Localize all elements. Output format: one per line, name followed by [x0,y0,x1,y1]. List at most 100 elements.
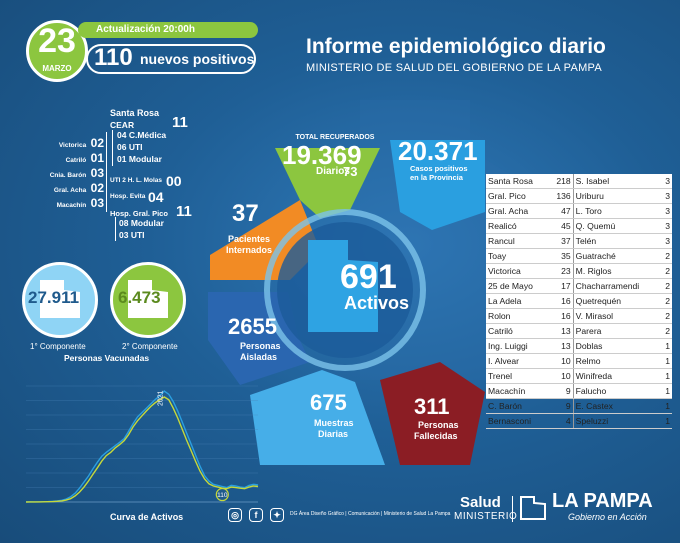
locality-name-cell: E. Castex [573,398,661,414]
locality-name-cell: Rancul [486,233,549,249]
chart-title: Curva de Activos [110,512,184,522]
aisladas-value: 2655 [228,314,277,339]
locality-count-cell: 10 [548,368,574,384]
locality-count-cell: 1 [660,413,672,429]
fallecidas-value: 311 [414,394,450,419]
internados-label-2: Internados [226,245,273,255]
la-pampa-map-icon [128,280,168,318]
locality-count-cell: 1 [660,398,672,414]
molas-label: UTI 2 H. L. Molas [110,177,163,184]
end-value-label: 110 [217,492,228,499]
pico-item-2: 03 UTI [119,230,145,240]
cear-item-3: 01 Modular [117,154,162,164]
locality-count-cell: 4 [548,413,574,429]
la-pampa-map-icon [40,280,80,318]
santa-rosa-label: Santa Rosa [110,108,160,118]
end-value-marker [215,487,229,502]
page-subtitle: MINISTERIO DE SALUD DEL GOBIERNO DE LA P… [306,62,603,74]
locality-name-cell: Doblas [573,338,661,354]
vaccine-caption: Personas Vacunadas [64,353,150,363]
locality-count-cell: 2 [660,263,672,279]
locality-name-cell: Gral. Pico [486,188,549,204]
locality-value: 03 [90,166,104,180]
locality-count-cell: 23 [548,263,574,279]
update-pill [78,22,258,38]
facebook-icon[interactable]: f [249,508,263,522]
localities-table: Santa Rosa 218 S. Isabel 3 Gral. Pico 136 Urib… [486,174,672,429]
wheel-segment-fallecidas [380,362,485,465]
divider [112,130,113,166]
locality-name: Gral. Acha [53,187,87,194]
chart-annotation: 2021 [157,390,164,406]
gobierno-label: Gobierno en Acción [568,512,647,522]
table-row: I. Alvear 10 Relmo 1 [486,353,672,369]
locality-count-cell: 13 [548,338,574,354]
locality-name-cell: L. Toro [573,203,661,219]
locality-name-cell: M. Riglos [573,263,661,279]
item-value: 08 [119,218,129,228]
locality-name: Cnia. Barón [49,172,87,179]
series-line-1 [25,390,259,503]
instagram-icon[interactable]: ◎ [228,508,242,522]
muestras-label-1: Muestras [314,418,354,428]
aisladas-label-1: Personas [240,341,281,351]
list-item: Gral. Acha 02 [34,179,104,195]
list-item: Victorica 02 [34,134,104,150]
vaccine-second-circle [110,262,186,338]
item-value: 01 [117,154,127,164]
muestras-value: 675 [310,390,347,415]
cases-label-1: Casos positivos [410,164,468,173]
recovered-value: 19.369 [282,140,362,170]
locality-name-cell: Gral. Acha [486,203,549,219]
fallecidas-label-2: Fallecidas [414,431,458,441]
date-badge [26,20,88,82]
footer-credits: DG Área Diseño Gráfico | Comunicación | … [290,511,451,517]
locality-name-cell: Chacharramendi [573,278,661,294]
table-row: La Adela 16 Quetrequén 2 [486,293,672,309]
internados-label-1: Pacientes [228,234,271,244]
locality-name-cell: Q. Quemú [573,218,661,234]
locality-count-cell: 16 [548,293,574,309]
locality-name: Macachín [56,202,87,209]
locality-count-cell: 10 [548,353,574,369]
update-time: Actualización 20:00h [96,24,195,35]
locality-name-cell: Telén [573,233,661,249]
table-row: Rancul 37 Telén 3 [486,233,672,249]
locality-name-cell: Trenel [486,368,549,384]
locality-count-cell: 1 [660,383,672,399]
locality-name-cell: Rolon [486,308,549,324]
locality-count-cell: 218 [548,174,574,189]
cear-label: CEAR [110,120,135,130]
table-row: Bernasconi 4 Speluzzi 1 [486,413,672,429]
active-curve-chart: 2021 110 [25,385,259,503]
locality-value: 02 [90,136,104,150]
table-row: Trenel 10 Winifreda 1 [486,368,672,384]
locality-count-cell: 37 [548,233,574,249]
locality-count-cell: 13 [548,323,574,339]
table-row: Santa Rosa 218 S. Isabel 3 [486,174,672,189]
locality-count-cell: 3 [660,174,672,189]
item-value: 04 [117,130,127,140]
item-label: UTI [130,230,145,240]
locality-count-cell: 136 [548,188,574,204]
locality-value: 02 [90,181,104,195]
locality-name-cell: Toay [486,248,549,264]
page-title: Informe epidemiológico diario [306,35,606,58]
table-row: Catriló 13 Parera 2 [486,323,672,339]
table-row: Victorica 23 M. Riglos 2 [486,263,672,279]
item-label: C.Médica [128,130,167,140]
locality-value: 03 [90,196,104,210]
twitter-icon[interactable]: ✦ [270,508,284,522]
series-line-2 [25,396,259,503]
recovered-label: TOTAL RECUPERADOS [295,134,375,141]
locality-count-cell: 45 [548,218,574,234]
table-row: Macachín 9 Falucho 1 [486,383,672,399]
locality-name-cell: S. Isabel [573,174,661,189]
locality-count-cell: 1 [660,353,672,369]
la-pampa-map-center [308,240,378,332]
locality-name-cell: V. Mirasol [573,308,661,324]
table-row: Toay 35 Guatraché 2 [486,248,672,264]
locality-name-cell: Victorica [486,263,549,279]
divider [106,132,107,212]
